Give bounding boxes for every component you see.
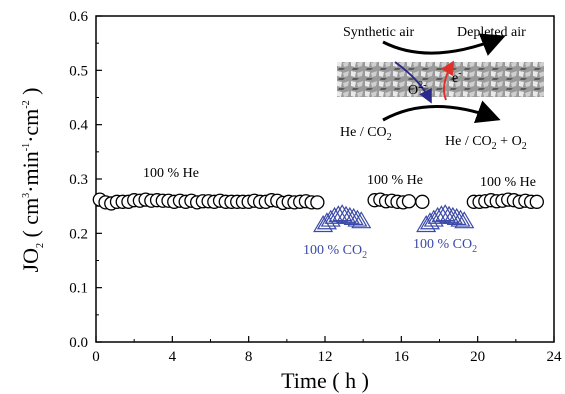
y-axis-label: JO2 ( cm3·min-1·cm-2 ) — [18, 88, 46, 273]
y-tick-label: 0.0 — [69, 335, 88, 351]
svg-text:JO2 ( cm3·min-1·cm-2 ): JO2 ( cm3·min-1·cm-2 ) — [18, 88, 46, 273]
annotation-he-1: 100 % He — [143, 166, 199, 181]
electron-arrow — [440, 60, 454, 101]
circle-point — [415, 194, 430, 209]
triangle-point — [351, 211, 372, 229]
annotation-he-3: 100 % He — [480, 175, 536, 190]
x-tick-label: 24 — [547, 349, 563, 365]
y-tick-label: 0.3 — [69, 172, 88, 188]
x-tick-label: 12 — [318, 349, 333, 365]
tick-labels: 0 4 8 12 16 20 24 0.0 0.1 0.2 0.3 0.4 0.5 0.6 — [69, 9, 562, 365]
x-tick-label: 0 — [92, 349, 100, 365]
inset-he-co2-o2: He / CO2 + O2 — [445, 134, 527, 152]
axis-ticks — [95, 15, 555, 343]
x-tick-label: 4 — [169, 349, 177, 365]
triangle-point — [324, 206, 345, 224]
y-tick-label: 0.5 — [69, 63, 88, 79]
circle-point — [401, 194, 417, 209]
annotation-co2-2: 100 % CO2 — [413, 237, 477, 255]
triangle-point — [427, 206, 448, 224]
y-tick-label: 0.2 — [69, 226, 88, 242]
membrane-inset: Synthetic air Depleted air O2- e- He / C… — [337, 25, 544, 152]
data-marks — [92, 192, 544, 233]
inset-he-co2: He / CO2 — [340, 125, 392, 143]
oxide-ion-arrow — [394, 61, 432, 104]
annotation-co2-1: 100 % CO2 — [303, 243, 367, 261]
inset-depleted-air: Depleted air — [457, 25, 526, 40]
y-tick-label: 0.4 — [69, 118, 88, 134]
he-flow-arrow — [382, 100, 501, 124]
x-tick-label: 8 — [245, 349, 253, 365]
y-tick-label: 0.1 — [69, 281, 88, 297]
triangle-point — [450, 209, 471, 227]
triangle-point — [347, 209, 368, 227]
inset-electron: e- — [452, 68, 462, 86]
annotation-he-2: 100 % He — [367, 173, 423, 188]
x-axis-label: Time ( h ) — [281, 368, 369, 393]
circle-point — [310, 195, 325, 210]
inset-synthetic-air: Synthetic air — [343, 25, 414, 40]
triangle-point — [454, 211, 475, 229]
membrane — [337, 62, 544, 97]
triangle-point — [423, 209, 444, 227]
x-tick-label: 20 — [470, 349, 485, 365]
air-flow-arrow — [382, 33, 506, 56]
y-tick-label: 0.6 — [69, 9, 88, 25]
x-tick-label: 16 — [394, 349, 410, 365]
circle-point — [529, 194, 544, 209]
triangle-point — [320, 209, 341, 227]
